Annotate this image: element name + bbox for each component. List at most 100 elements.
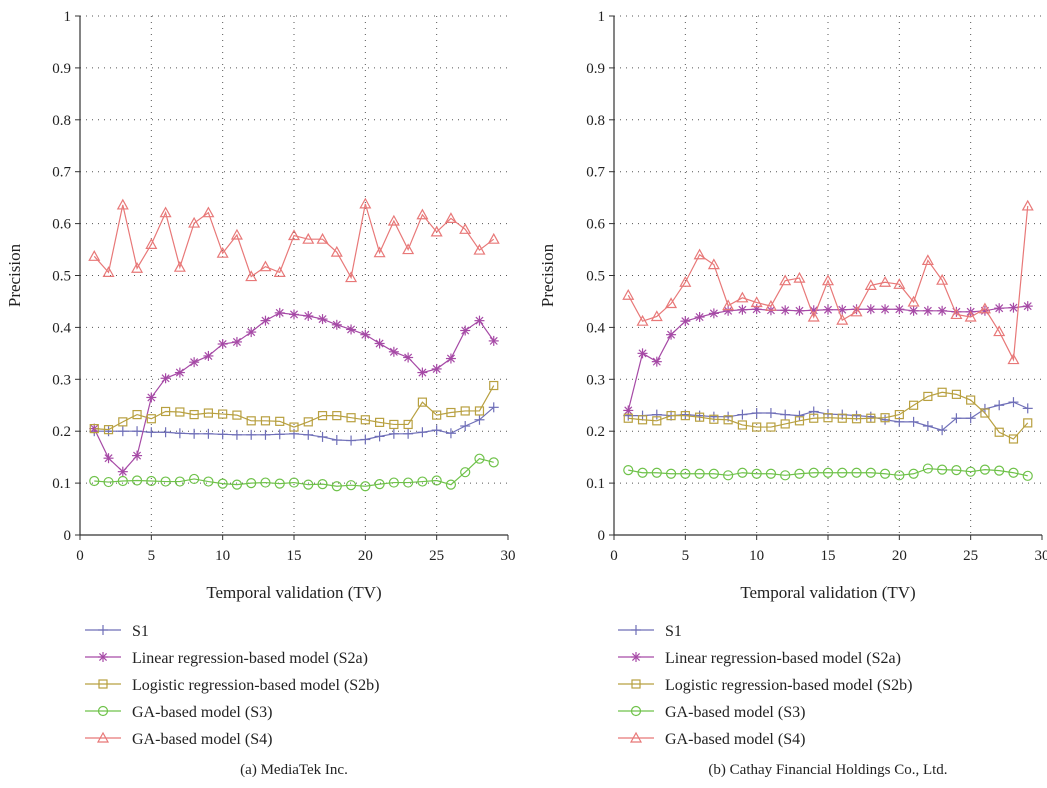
legend-label: Logistic regression-based model (S2b) [665,677,913,694]
y-tick-label: 0.3 [52,372,71,388]
data-point [131,261,144,273]
data-point [189,473,200,485]
data-point [837,467,848,478]
data-point [707,258,720,270]
data-point [936,273,949,285]
data-point [1007,353,1020,365]
y-tick-label: 0.2 [52,424,71,440]
data-point [723,470,734,481]
x-tick-label: 5 [682,548,690,564]
data-point [1008,434,1019,444]
data-point [203,476,214,487]
legend-label: S1 [665,623,682,640]
data-point [880,304,891,315]
legend-label: Linear regression-based model (S2a) [132,650,368,667]
data-point [765,408,776,419]
series-line [93,312,495,473]
data-point [489,380,499,391]
data-point [388,346,399,357]
data-point [203,408,213,418]
data-point [1022,470,1033,481]
data-point [937,425,948,436]
series-line [93,203,495,280]
data-point [188,216,201,228]
data-point [794,410,805,421]
data-point [809,413,819,423]
y-tick-label: 0.5 [52,269,71,285]
data-point [216,246,229,258]
data-point [360,434,371,445]
data-point [389,419,399,430]
data-point [978,302,991,314]
grid [80,15,508,535]
data-point [880,413,890,423]
series-star [89,307,499,477]
chart-caption: (a) MediaTek Inc. [240,762,348,778]
data-point [302,232,315,244]
data-point [908,305,919,316]
data-point [345,271,358,283]
data-point [851,467,862,478]
x-tick-label: 10 [215,548,230,564]
legend-label: GA-based model (S4) [132,731,272,748]
data-point [331,481,342,492]
data-point [273,266,286,277]
data-point [102,266,115,277]
data-point [230,228,243,240]
x-tick-label: 15 [287,548,302,564]
data-point [89,475,100,487]
data-point [680,468,691,479]
data-point [459,223,472,234]
data-point [637,415,648,425]
legend-marker [630,705,642,717]
data-point [488,402,499,413]
y-tick-label: 0.1 [586,476,605,492]
data-point [131,475,143,486]
data-point [994,303,1005,314]
y-tick-label: 0.3 [586,372,605,388]
data-point [217,339,228,350]
data-point [474,414,485,425]
legend-entry: Linear regression-based model (S2a) [85,650,368,667]
data-point [203,428,214,439]
data-point [751,408,762,419]
y-axis-label: Precision [5,243,24,307]
data-point [360,415,370,425]
legend-label: Logistic regression-based model (S2b) [132,677,380,694]
data-point [708,411,719,422]
data-point [117,475,128,487]
data-point [145,238,158,249]
data-point [317,411,328,421]
data-point [303,310,314,321]
data-point [445,479,457,490]
data-point [723,305,734,316]
data-point [623,465,634,476]
data-point [937,387,947,397]
data-point [794,305,805,316]
data-point [894,304,905,315]
data-point [303,479,314,490]
chart-panel-a: 00.10.20.30.40.50.60.70.80.910 5 10 15 20 25 3… [5,9,516,778]
data-point [203,350,214,361]
data-point [346,324,357,335]
data-point [694,412,705,422]
data-point [850,305,863,317]
data-point [430,225,443,237]
data-point [146,475,157,487]
series-circle [89,453,499,492]
data-point [1008,467,1019,478]
x-axis-label: Temporal validation (TV) [206,583,381,602]
data-point [908,468,919,479]
data-point [737,304,748,315]
data-point [651,409,662,420]
data-point [189,357,200,368]
x-tick-label: 30 [1035,548,1047,564]
data-point [388,428,399,439]
data-point [345,480,357,491]
data-point [793,271,806,283]
y-tick-label: 0.2 [586,424,605,440]
data-point [360,329,371,340]
data-point [750,296,763,308]
data-point [375,417,385,427]
data-point [232,410,242,420]
